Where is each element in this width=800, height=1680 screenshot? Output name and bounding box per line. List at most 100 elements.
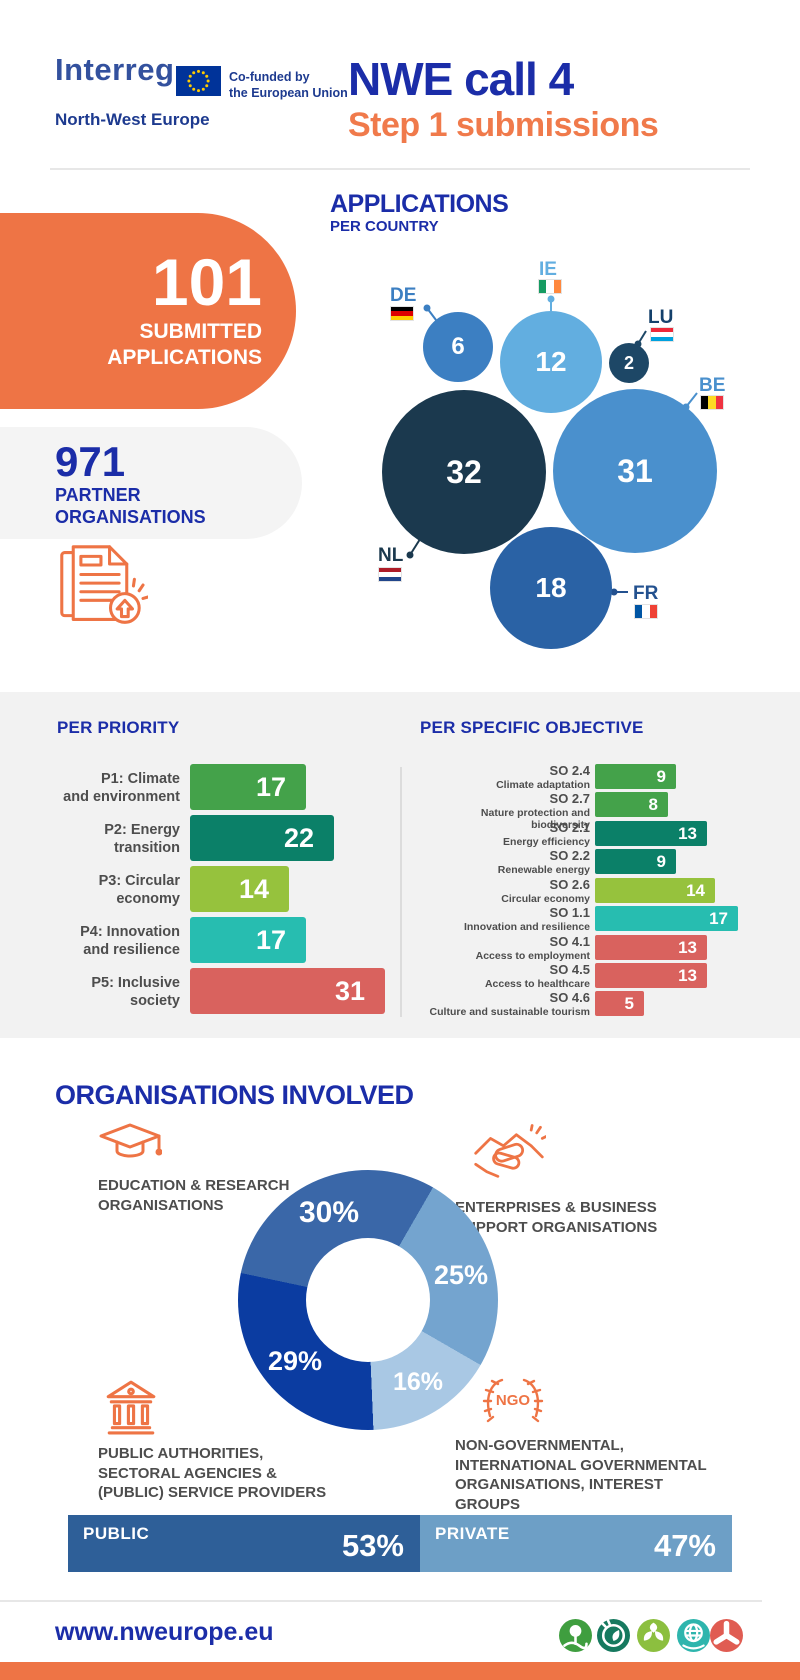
objective-bar-so26: 14	[595, 878, 715, 903]
bubble-fr: 18	[490, 527, 612, 649]
badge-climate-environment-icon	[559, 1619, 592, 1652]
country-chart-subtitle: PER COUNTRY	[330, 218, 439, 235]
objective-label-so46: SO 4.6 Culture and sustainable tourism	[429, 990, 590, 1018]
bubble-nl-value: 32	[446, 453, 482, 490]
objective-bar-so46: 5	[595, 991, 644, 1016]
program-name: North-West Europe	[55, 110, 210, 129]
page-subtitle: Step 1 submissions	[348, 106, 659, 144]
priority-chart-title: PER PRIORITY	[57, 718, 180, 737]
priority-bar-p5: 31	[190, 968, 385, 1014]
charts-band: PER PRIORITY P1: Climate and environment…	[0, 692, 800, 1038]
bottom-accent-bar	[0, 1662, 800, 1680]
public-segment: PUBLIC 53%	[68, 1515, 420, 1572]
label-ie: IE	[539, 259, 557, 280]
priority-bar-p1: 17	[190, 764, 306, 810]
priority-label-p5: P5: Inclusive society	[91, 975, 180, 1010]
donut-pct-education: 30%	[298, 1196, 360, 1229]
priority-label-p2: P2: Energy transition	[104, 822, 180, 857]
objective-bar-so24: 9	[595, 764, 676, 789]
donut-pct-ngo: 16%	[392, 1368, 444, 1396]
label-fr: FR	[633, 583, 659, 604]
objective-bar-so22: 9	[595, 849, 676, 874]
private-value: 47%	[653, 1528, 716, 1563]
objective-bar-so21: 13	[595, 821, 707, 846]
priority-label-p1: P1: Climate and environment	[63, 771, 180, 806]
organisations-donut	[238, 1170, 498, 1430]
objective-label-so27: SO 2.7 Nature protection and biodiversit…	[480, 791, 590, 831]
objective-chart-title: PER SPECIFIC OBJECTIVE	[420, 718, 644, 737]
organisations-title: ORGANISATIONS INVOLVED	[55, 1080, 414, 1110]
badge-inclusive-society-icon	[710, 1619, 743, 1652]
label-be: BE	[699, 375, 726, 396]
flag-fr-icon	[634, 604, 658, 619]
document-upload-icon	[60, 545, 148, 624]
public-value: 53%	[341, 1528, 404, 1563]
objective-label-so22: SO 2.2 Renewable energy	[497, 848, 590, 876]
education-legend: EDUCATION & RESEARCH ORGANISATIONS	[98, 1177, 290, 1214]
bank-icon	[106, 1380, 156, 1435]
private-segment: PRIVATE 47%	[420, 1515, 732, 1572]
priority-label-p3: P3: Circular economy	[98, 873, 180, 908]
handshake-icon	[474, 1124, 546, 1178]
eu-flag-icon	[176, 66, 221, 96]
flag-nl-icon	[378, 567, 402, 582]
priority-bar-p3: 14	[190, 866, 289, 912]
label-lu: LU	[648, 307, 674, 328]
interreg-logo: Interreg	[55, 52, 175, 87]
bubble-fr-value: 18	[535, 572, 567, 603]
priority-bar-p4: 17	[190, 917, 306, 963]
bubble-ie-value: 12	[535, 346, 567, 377]
label-nl: NL	[378, 545, 404, 566]
partners-count: 971	[55, 438, 126, 485]
objective-bar-so27: 8	[595, 792, 668, 817]
organisations-section: ORGANISATIONS INVOLVED EDUCATION & RESEA…	[0, 1038, 800, 1513]
footer-divider	[0, 1600, 762, 1602]
public-label: PUBLIC	[83, 1524, 150, 1543]
public-authorities-legend: PUBLIC AUTHORITIES, SECTORAL AGENCIES & …	[98, 1445, 327, 1501]
country-chart-title: APPLICATIONS	[330, 190, 509, 218]
public-private-bar: PUBLIC 53% PRIVATE 47%	[68, 1515, 732, 1572]
ngo-legend: NON-GOVERNMENTAL, INTERNATIONAL GOVERNME…	[455, 1437, 707, 1513]
priority-label-p4: P4: Innovation and resilience	[80, 924, 180, 959]
objective-bar-so11: 17	[595, 906, 738, 931]
badge-innovation-resilience-icon	[677, 1619, 710, 1652]
enterprises-legend: ENTERPRISES & BUSINESS SUPPORT ORGANISAT…	[455, 1199, 658, 1236]
submitted-applications-card: 101 SUBMITTED APPLICATIONS	[0, 213, 296, 409]
website-link[interactable]: www.nweurope.eu	[55, 1618, 274, 1646]
objective-label-so45: SO 4.5 Access to healthcare	[484, 962, 590, 990]
submitted-count: 101	[151, 245, 262, 319]
bubble-ie: 12	[500, 311, 602, 413]
bubble-be: 31	[553, 389, 717, 553]
country-bubble-chart: 6 12 2 32 31 18 DE IE LU BE NL	[330, 240, 790, 670]
partner-organisations-card: 971 PARTNER ORGANISATIONS	[0, 427, 302, 539]
objective-label-so26: SO 2.6 Circular economy	[501, 877, 590, 905]
objective-label-so41: SO 4.1 Access to employment	[475, 934, 590, 962]
bubble-de-value: 6	[451, 333, 465, 360]
bubble-de: 6	[423, 312, 493, 382]
label-de: DE	[390, 285, 417, 306]
objective-bar-so45: 13	[595, 963, 707, 988]
flag-be-icon	[700, 395, 724, 410]
priority-bar-p2: 22	[190, 815, 334, 861]
ngo-laurel-icon: NGO	[482, 1378, 544, 1423]
bubble-nl: 32	[382, 390, 546, 554]
badge-energy-transition-icon	[597, 1619, 630, 1652]
partners-label: PARTNER ORGANISATIONS	[55, 485, 206, 527]
donut-hole	[306, 1238, 430, 1362]
flag-ie-icon	[538, 279, 562, 294]
ngo-badge-text: NGO	[496, 1392, 531, 1409]
page-title: NWE call 4	[348, 53, 574, 105]
bubble-be-value: 31	[617, 452, 653, 489]
objective-label-so24: SO 2.4 Climate adaptation	[496, 763, 590, 791]
private-label: PRIVATE	[435, 1524, 510, 1543]
badge-circular-economy-icon	[637, 1619, 670, 1652]
bubble-lu-value: 2	[623, 352, 634, 373]
donut-pct-public: 29%	[267, 1346, 323, 1376]
bubble-lu: 2	[609, 343, 649, 383]
charts-divider	[400, 767, 402, 1017]
graduation-cap-icon	[99, 1123, 162, 1158]
eu-cofunded-label: Co-funded by the European Union	[229, 70, 348, 100]
flag-lu-icon	[650, 327, 674, 342]
objective-label-so21: SO 2.1 Energy efficiency	[503, 820, 590, 848]
